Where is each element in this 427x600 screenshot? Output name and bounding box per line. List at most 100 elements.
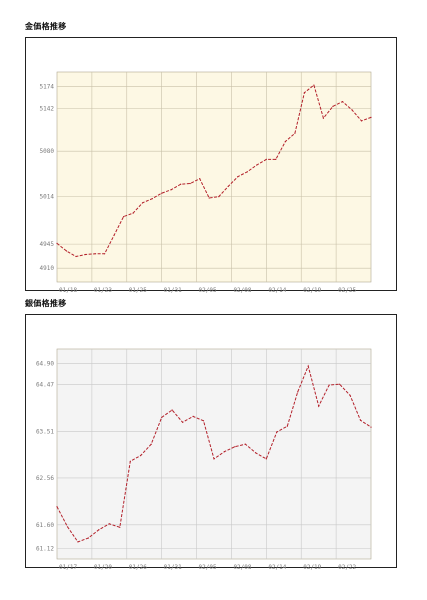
gold-y-tick-label: 4910	[40, 265, 55, 272]
gold-price-point	[237, 176, 239, 178]
silver-price-point	[244, 443, 246, 445]
gold-plot-area	[56, 71, 372, 283]
gold-price-point	[351, 109, 353, 111]
gold-price-point	[294, 132, 296, 134]
silver-price-point	[307, 365, 309, 367]
silver-price-point	[119, 526, 121, 528]
gold-x-tick-label: 01/18	[59, 287, 77, 294]
silver-x-tick-label: 01/26	[129, 564, 147, 571]
silver-y-tick-label: 61.12	[36, 545, 54, 552]
gold-chart-heading: 金価格推移	[25, 22, 67, 31]
gold-price-point	[123, 216, 125, 218]
silver-y-tick-label: 63.51	[36, 429, 54, 436]
gold-x-tick-label: 02/14	[268, 287, 286, 294]
gold-y-tick-label: 5014	[40, 194, 55, 201]
gold-price-point	[360, 120, 363, 122]
silver-plot-area	[56, 348, 372, 560]
silver-y-tick-label: 62.56	[36, 475, 54, 482]
silver-price-point	[286, 425, 288, 427]
silver-price-point	[370, 426, 372, 428]
silver-y-tick-label: 64.47	[36, 382, 54, 389]
silver-x-tick-label: 01/17	[59, 564, 77, 571]
silver-price-point	[129, 460, 131, 462]
silver-price-point	[276, 431, 278, 433]
silver-price-point	[265, 458, 267, 460]
gold-x-tick-label: 01/25	[129, 287, 147, 294]
gold-price-point	[180, 183, 182, 185]
silver-price-point	[87, 537, 89, 539]
gold-price-point	[104, 253, 106, 255]
silver-chart-frame: 01/17 01/20 01/26 01/31 02/05 02/08 02/14 02/19…	[25, 314, 397, 571]
silver-price-point	[255, 452, 257, 454]
gold-price-point	[94, 253, 96, 255]
silver-x-tick-label: 01/20	[94, 564, 112, 571]
gold-price-point	[75, 255, 77, 258]
gold-y-tick-label: 5080	[40, 148, 55, 155]
silver-price-point	[161, 416, 163, 418]
gold-price-point	[332, 105, 334, 107]
silver-y-tick-label: 61.60	[36, 522, 54, 529]
gold-price-point	[161, 192, 163, 194]
silver-price-point	[150, 443, 152, 445]
silver-price-point	[223, 451, 226, 453]
silver-price-point	[339, 383, 341, 385]
gold-price-point	[284, 140, 286, 143]
silver-price-point	[192, 415, 194, 417]
silver-price-point	[171, 409, 173, 411]
gold-price-point	[256, 164, 258, 166]
gold-price-point	[265, 158, 267, 160]
gold-price-point	[218, 196, 220, 198]
gold-price-point	[208, 197, 210, 199]
silver-price-point	[66, 526, 69, 528]
gold-price-point	[113, 234, 115, 236]
gold-price-point	[84, 253, 87, 256]
silver-price-point	[328, 384, 330, 386]
silver-chart-heading: 銀価格推移	[25, 299, 67, 308]
silver-price-chart: 01/17 01/20 01/26 01/31 02/05 02/08 02/14 02/19…	[36, 348, 372, 571]
gold-price-point	[151, 198, 153, 200]
gold-price-point	[275, 158, 277, 160]
gold-x-tick-label: 02/08	[233, 287, 251, 294]
silver-price-point	[202, 420, 205, 422]
silver-price-point	[98, 529, 100, 531]
silver-price-point	[213, 458, 215, 460]
gold-x-tick-label: 01/23	[94, 287, 112, 294]
silver-price-point	[359, 419, 362, 421]
silver-x-tick-label: 02/22	[338, 564, 356, 571]
silver-price-point	[182, 421, 184, 423]
gold-price-point	[322, 117, 324, 119]
gold-price-point	[142, 202, 144, 204]
gold-price-point	[56, 242, 58, 244]
gold-y-tick-label: 5174	[40, 83, 55, 90]
gold-price-point	[370, 116, 372, 118]
silver-price-point	[234, 446, 236, 448]
silver-price-point	[108, 523, 110, 525]
silver-x-tick-label: 01/31	[164, 564, 182, 571]
gold-x-tick-label: 02/25	[338, 287, 356, 294]
gold-price-point	[341, 101, 344, 103]
silver-price-point	[297, 391, 299, 393]
gold-y-tick-label: 5142	[40, 105, 55, 112]
silver-price-point	[349, 394, 351, 396]
gold-price-point	[65, 250, 68, 252]
gold-price-point	[227, 185, 229, 187]
gold-price-point	[303, 92, 305, 94]
silver-x-tick-label: 02/19	[303, 564, 321, 571]
silver-price-point	[56, 506, 58, 508]
gold-price-point	[170, 189, 172, 191]
silver-price-point	[140, 454, 142, 457]
gold-price-point	[313, 84, 315, 86]
gold-x-tick-label: 01/31	[164, 287, 182, 294]
silver-x-tick-label: 02/14	[268, 564, 286, 571]
gold-price-point	[246, 171, 248, 173]
gold-x-tick-label: 02/05	[199, 287, 217, 294]
silver-y-tick-label: 64.90	[36, 361, 54, 368]
gold-x-tick-label: 02/19	[303, 287, 321, 294]
silver-price-point	[77, 541, 79, 543]
gold-price-point	[189, 182, 191, 185]
gold-y-tick-label: 4945	[40, 241, 55, 248]
gold-price-chart: 01/18 01/23 01/25 01/31 02/05 02/08 02/14 02/19…	[40, 71, 372, 294]
gold-price-point	[132, 212, 134, 214]
silver-x-tick-label: 02/08	[233, 564, 251, 571]
silver-price-point	[318, 405, 320, 407]
